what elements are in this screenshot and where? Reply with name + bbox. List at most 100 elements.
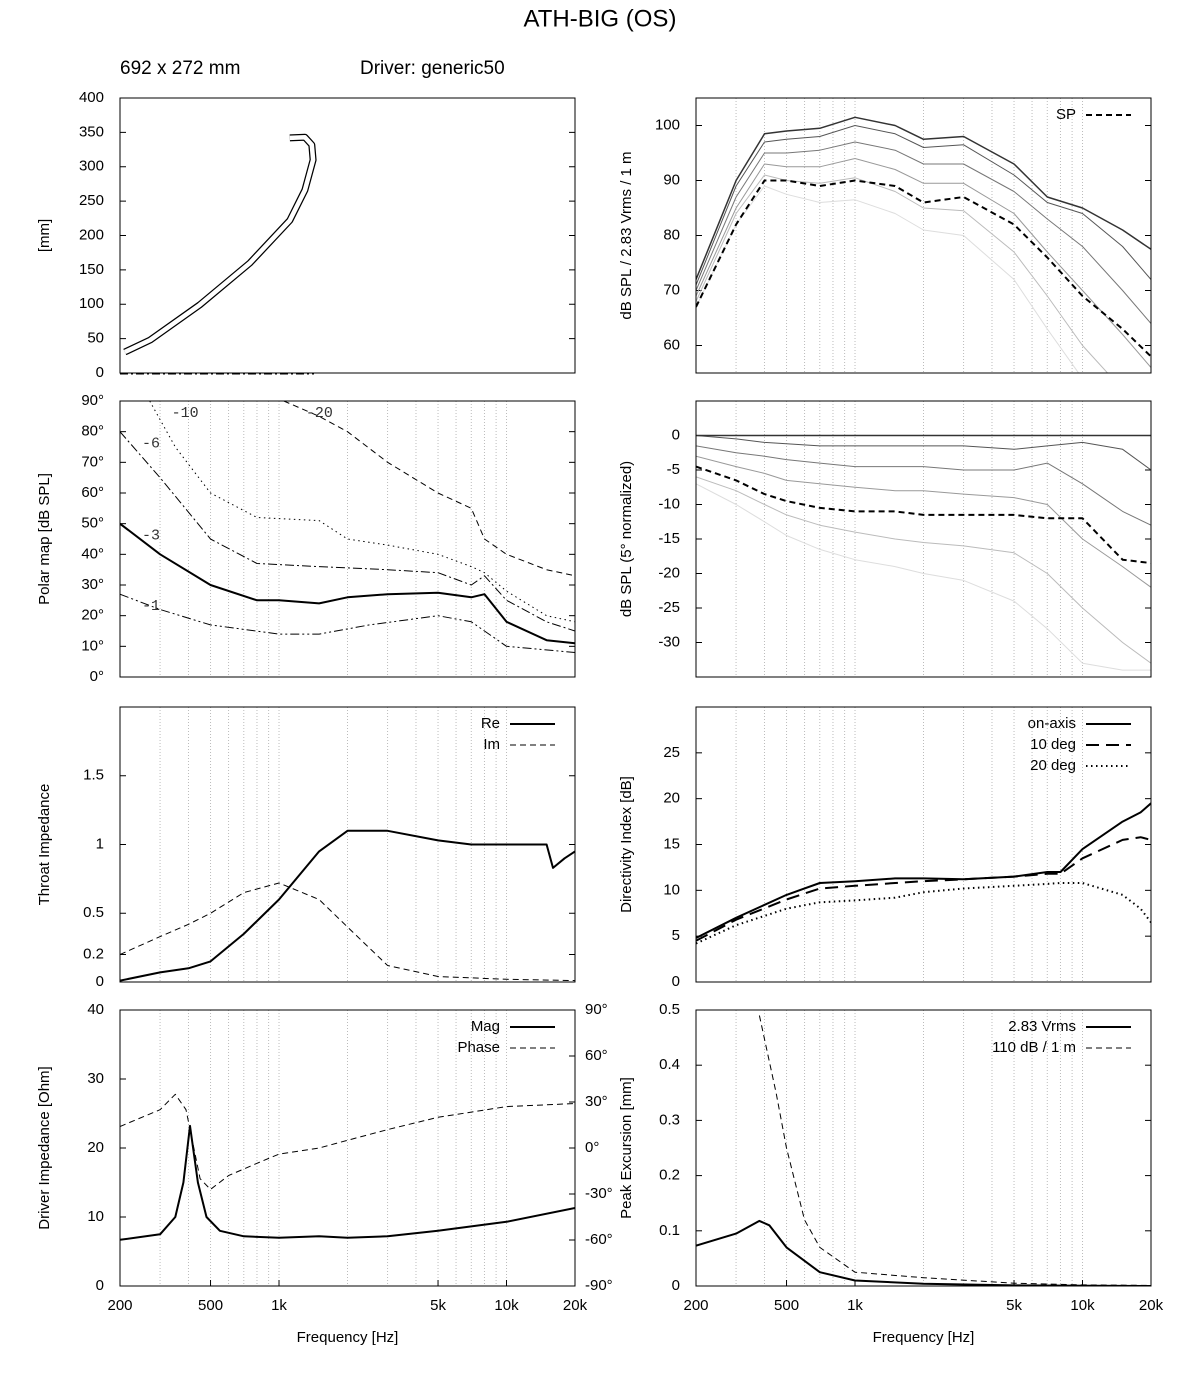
series-line: [696, 465, 1151, 565]
plot-frame: [119, 1009, 576, 1287]
series-line: [120, 522, 575, 645]
x-tick-label: 20k: [563, 1297, 588, 1314]
y-axis-label: Peak Excursion [mm]: [618, 1077, 635, 1219]
y-tick-label: 0: [96, 1277, 104, 1294]
y2-tick-label: 30°: [585, 1093, 608, 1110]
series-line: [696, 174, 1109, 373]
y-tick-label: 1: [96, 835, 104, 852]
series-line: [120, 829, 575, 982]
plot-frame: [695, 400, 1152, 678]
y-tick-label: 0.3: [659, 1111, 680, 1128]
x-tick-label: 5k: [1006, 1297, 1022, 1314]
y-tick-label: 300: [79, 158, 104, 175]
y-tick-label: 70°: [81, 453, 104, 470]
y-tick-label: 0: [672, 426, 680, 443]
y-tick-label: -20: [658, 564, 680, 581]
x-tick-label: 200: [683, 1297, 708, 1314]
plot-frame: [695, 706, 1152, 983]
y-tick-label: 80°: [81, 423, 104, 440]
y-tick-label: -10: [658, 495, 680, 512]
series-line: [120, 431, 575, 632]
x-tick-label: 20k: [1139, 1297, 1164, 1314]
y2-tick-label: 0°: [585, 1139, 599, 1156]
y2-tick-label: -30°: [585, 1185, 613, 1202]
plot-frame: [119, 97, 576, 374]
y-tick-label: 0: [672, 1277, 680, 1294]
y-tick-label: 100: [655, 116, 680, 133]
y2-tick-label: -60°: [585, 1231, 613, 1248]
x-tick-label: 500: [774, 1297, 799, 1314]
y-axis-label: dB SPL / 2.83 Vrms / 1 m: [618, 151, 635, 319]
y-tick-label: 15: [663, 835, 680, 852]
x-axis-label: Frequency [Hz]: [297, 1329, 399, 1346]
y-axis-label: Directivity Index [dB]: [618, 776, 635, 913]
y-tick-label: 10: [663, 881, 680, 898]
y-tick-label: 25: [663, 744, 680, 761]
y-tick-label: 1.5: [83, 767, 104, 784]
y-tick-label: 80: [663, 226, 680, 243]
series-line: [696, 116, 1151, 280]
y-tick-label: 20: [87, 1139, 104, 1156]
series-line: [120, 593, 575, 653]
y-axis-label: Driver Impedance [Ohm]: [36, 1066, 53, 1229]
y-tick-label: 10°: [81, 637, 104, 654]
series-line: [696, 476, 1151, 664]
y-tick-label: 0: [96, 364, 104, 381]
y-tick-label: 0.5: [659, 1001, 680, 1018]
y-tick-label: 30°: [81, 576, 104, 593]
y-tick-label: 0.4: [659, 1056, 680, 1073]
series-line: [696, 141, 1151, 324]
plot-frame: [695, 97, 1152, 374]
y-tick-label: 90: [663, 171, 680, 188]
series-line: [758, 1015, 1151, 1286]
contour-label: -3: [142, 528, 160, 545]
x-tick-label: 200: [107, 1297, 132, 1314]
plot-area: [696, 434, 1151, 671]
y-axis-label: dB SPL (5° normalized): [618, 461, 635, 617]
x-tick-label: 10k: [1070, 1297, 1095, 1314]
y-tick-label: 150: [79, 261, 104, 278]
series-line: [696, 125, 1151, 286]
plot-area: [120, 1093, 575, 1241]
series-line: [696, 455, 1151, 588]
contour-label: -1: [142, 598, 160, 615]
series-line: [696, 179, 1151, 358]
plot-area: [696, 1015, 1151, 1286]
y-tick-label: 90°: [81, 392, 104, 409]
y-tick-label: 40: [87, 1001, 104, 1018]
legend-label: Mag: [471, 1018, 500, 1035]
y2-tick-label: -90°: [585, 1277, 613, 1294]
series-line: [120, 1093, 575, 1190]
horn-size: 692 x 272 mm: [120, 58, 240, 79]
legend-label: Re: [481, 715, 500, 732]
y-axis-label: Polar map [dB SPL]: [36, 473, 53, 605]
legend-label: SP: [1056, 106, 1076, 123]
y-tick-label: 0.5: [83, 904, 104, 921]
legend-label: 20 deg: [1030, 757, 1076, 774]
y-tick-label: 20°: [81, 607, 104, 624]
y-tick-label: 100: [79, 295, 104, 312]
y-tick-label: 30: [87, 1070, 104, 1087]
y-axis-label: [mm]: [36, 219, 53, 252]
legend-label: on-axis: [1028, 715, 1076, 732]
y-tick-label: 50°: [81, 515, 104, 532]
y-tick-label: -15: [658, 530, 680, 547]
x-tick-label: 5k: [430, 1297, 446, 1314]
series-line: [696, 882, 1151, 945]
figure-title: ATH-BIG (OS): [524, 5, 677, 32]
legend-label: 2.83 Vrms: [1008, 1018, 1076, 1035]
x-tick-label: 1k: [271, 1297, 287, 1314]
x-tick-label: 500: [198, 1297, 223, 1314]
profile-inner: [123, 134, 316, 355]
series-line: [696, 802, 1151, 939]
series-line: [696, 435, 1151, 471]
x-axis-label: Frequency [Hz]: [873, 1329, 975, 1346]
plot-frame: [119, 706, 576, 983]
y2-tick-label: 60°: [585, 1047, 608, 1064]
y-tick-label: 50: [87, 330, 104, 347]
series-line: [283, 401, 575, 577]
y-tick-label: 0: [672, 973, 680, 990]
y-tick-label: -5: [667, 461, 680, 478]
